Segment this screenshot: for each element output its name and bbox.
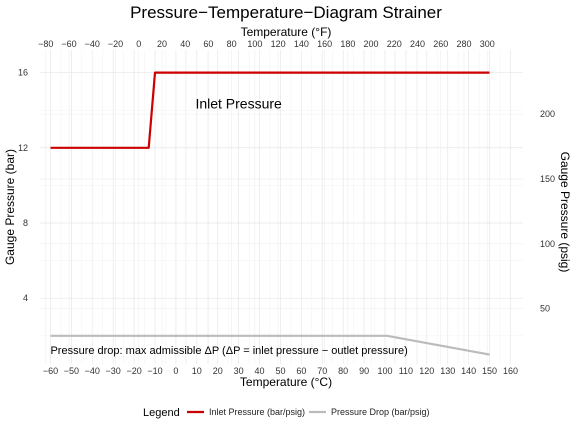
x-tick-label: −20 — [126, 366, 141, 376]
y-tick-label: 4 — [23, 293, 28, 303]
bottom-axis-title: Temperature (°C) — [240, 375, 332, 389]
x-tick-label: 70 — [317, 366, 327, 376]
top-x-tick-label: 60 — [203, 39, 213, 49]
x-tick-label: 40 — [255, 366, 265, 376]
top-x-tick-label: −40 — [85, 39, 100, 49]
legend-label-pressure-drop: Pressure Drop (bar/psig) — [331, 407, 430, 417]
y-tick-label: 8 — [23, 218, 28, 228]
top-x-tick-label: 200 — [364, 39, 379, 49]
legend: Legend Inlet Pressure (bar/psig) Pressur… — [143, 407, 430, 419]
x-tick-label: 60 — [296, 366, 306, 376]
top-x-tick-label: 220 — [387, 39, 402, 49]
legend-title: Legend — [143, 407, 180, 419]
top-x-tick-label: 260 — [433, 39, 448, 49]
x-tick-label: 90 — [359, 366, 369, 376]
top-x-tick-label: 80 — [227, 39, 237, 49]
x-tick-label: −10 — [147, 366, 162, 376]
x-tick-label: 100 — [377, 366, 392, 376]
top-x-tick-label: 180 — [340, 39, 355, 49]
pressure-drop-annotation: Pressure drop: max admissible ΔP (ΔP = i… — [50, 345, 407, 357]
x-tick-label: 150 — [482, 366, 497, 376]
inlet-pressure-annotation: Inlet Pressure — [195, 95, 282, 111]
chart-title: Pressure−Temperature−Diagram Strainer — [130, 3, 442, 22]
x-tick-label: 140 — [461, 366, 476, 376]
top-x-tick-label: 40 — [180, 39, 190, 49]
x-tick-label: −40 — [85, 366, 100, 376]
pressure-drop-line — [50, 334, 490, 356]
x-tick-label: 160 — [503, 366, 518, 376]
top-axis-title: Temperature (°F) — [241, 25, 332, 39]
tick-labels: −60 −50 −40 −30 −20 −10 0 10 20 30 40 50 60 70 80 90 100… — [18, 39, 555, 376]
left-axis-title: Gauge Pressure (bar) — [3, 149, 17, 265]
series-lines — [50, 71, 490, 356]
x-tick-label: 0 — [173, 366, 178, 376]
top-x-tick-label: 280 — [456, 39, 471, 49]
top-x-tick-label: −20 — [108, 39, 123, 49]
x-tick-label: 20 — [213, 366, 223, 376]
y-tick-label: 16 — [18, 68, 28, 78]
right-y-tick-label: 100 — [540, 239, 555, 249]
y-tick-label: 12 — [18, 143, 28, 153]
inlet-pressure-line — [50, 71, 490, 149]
x-tick-label: 120 — [419, 366, 434, 376]
top-x-tick-label: 120 — [271, 39, 286, 49]
top-x-tick-label: 0 — [136, 39, 141, 49]
legend-label-inlet-pressure: Inlet Pressure (bar/psig) — [209, 407, 305, 417]
top-x-tick-label: −60 — [61, 39, 76, 49]
x-tick-label: −30 — [106, 366, 121, 376]
x-tick-label: 110 — [399, 366, 413, 376]
right-axis-title: Gauge Pressure (psig) — [558, 152, 572, 273]
top-x-tick-label: 100 — [247, 39, 262, 49]
x-tick-label: 80 — [338, 366, 348, 376]
top-x-tick-label: 140 — [294, 39, 309, 49]
grid — [40, 50, 523, 364]
top-x-tick-label: 300 — [480, 39, 495, 49]
top-x-tick-label: 160 — [317, 39, 332, 49]
x-tick-label: −60 — [43, 366, 58, 376]
right-y-tick-label: 50 — [540, 304, 550, 314]
x-tick-label: 30 — [234, 366, 244, 376]
top-x-tick-label: 20 — [157, 39, 167, 49]
x-tick-label: 10 — [192, 366, 202, 376]
right-y-tick-label: 200 — [540, 109, 555, 119]
x-tick-label: 50 — [275, 366, 285, 376]
x-tick-label: 130 — [440, 366, 455, 376]
right-y-tick-label: 150 — [540, 174, 555, 184]
x-tick-label: −50 — [64, 366, 79, 376]
top-x-tick-label: 240 — [410, 39, 425, 49]
top-x-tick-label: −80 — [38, 39, 53, 49]
